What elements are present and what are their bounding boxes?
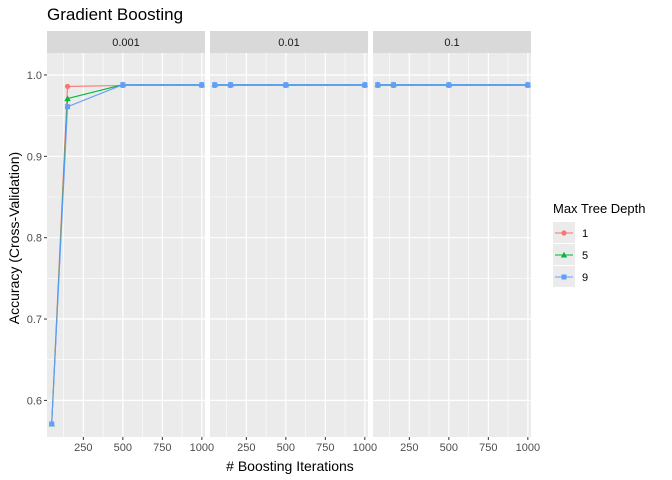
x-tick-label: 500 [440, 442, 458, 454]
x-tick-label: 500 [277, 442, 295, 454]
x-tick-label: 750 [479, 442, 497, 454]
x-tick-label: 250 [237, 442, 255, 454]
data-point-9 [391, 82, 397, 88]
facet-strip-label: 0.1 [444, 37, 459, 49]
data-point-9 [65, 104, 71, 110]
x-tick-label: 1000 [353, 442, 377, 454]
facet-panel: 0.001 250 500 750 1000 [47, 31, 214, 454]
y-tick-label: 0.9 [27, 151, 42, 163]
facet-strip [210, 31, 368, 53]
x-tick-label: 250 [74, 442, 92, 454]
panel-background [210, 53, 368, 437]
panel-background [373, 53, 531, 437]
legend-key-marker-9 [561, 274, 567, 280]
legend-label-1: 1 [582, 228, 588, 240]
legend-key-marker-1 [561, 230, 567, 236]
x-tick-label: 750 [153, 442, 171, 454]
y-tick-label: 0.6 [27, 395, 42, 407]
data-point-9 [525, 82, 531, 88]
legend-title: Max Tree Depth [553, 201, 646, 216]
data-point-9 [228, 82, 234, 88]
x-tick-label: 750 [316, 442, 334, 454]
legend-key-marker-5 [560, 251, 568, 258]
y-axis-title: Accuracy (Cross-Validation) [6, 152, 22, 324]
y-tick-label: 1.0 [27, 70, 42, 82]
facet-strip-label: 0.01 [278, 37, 299, 49]
facet-panel: 0.1 250 500 750 1000 [373, 31, 540, 454]
data-point-9 [199, 82, 205, 88]
y-tick-label: 0.8 [27, 233, 42, 245]
data-point-9 [283, 82, 289, 88]
data-point-9 [375, 82, 381, 88]
series-line-9 [51, 84, 202, 425]
data-point-1 [64, 83, 71, 89]
y-tick-label: 0.7 [27, 314, 42, 326]
facet-strip-label: 0.001 [112, 37, 140, 49]
data-point-5 [64, 95, 71, 102]
x-tick-label: 1000 [190, 442, 214, 454]
x-tick-label: 500 [114, 442, 132, 454]
x-tick-label: 250 [400, 442, 418, 454]
data-point-9 [49, 421, 55, 427]
legend-label-9: 9 [582, 272, 588, 284]
data-point-9 [446, 82, 452, 88]
chart-title: Gradient Boosting [47, 5, 183, 24]
panel-background [47, 53, 205, 437]
facet-panel: 0.01 250 500 750 1000 [210, 31, 377, 454]
legend: Max Tree Depth 1 5 9 [553, 201, 646, 287]
facet-panels: 0.6 0.7 0.8 0.9 1.0 0.001 250 500 750 1000 0.01 250… [27, 31, 540, 454]
data-point-9 [212, 82, 218, 88]
data-point-9 [120, 82, 126, 88]
legend-label-5: 5 [582, 250, 588, 262]
x-axis-title: # Boosting Iterations [226, 458, 354, 474]
facet-strip [373, 31, 531, 53]
facet-strip [47, 31, 205, 53]
data-point-9 [362, 82, 368, 88]
x-tick-label: 1000 [516, 442, 540, 454]
